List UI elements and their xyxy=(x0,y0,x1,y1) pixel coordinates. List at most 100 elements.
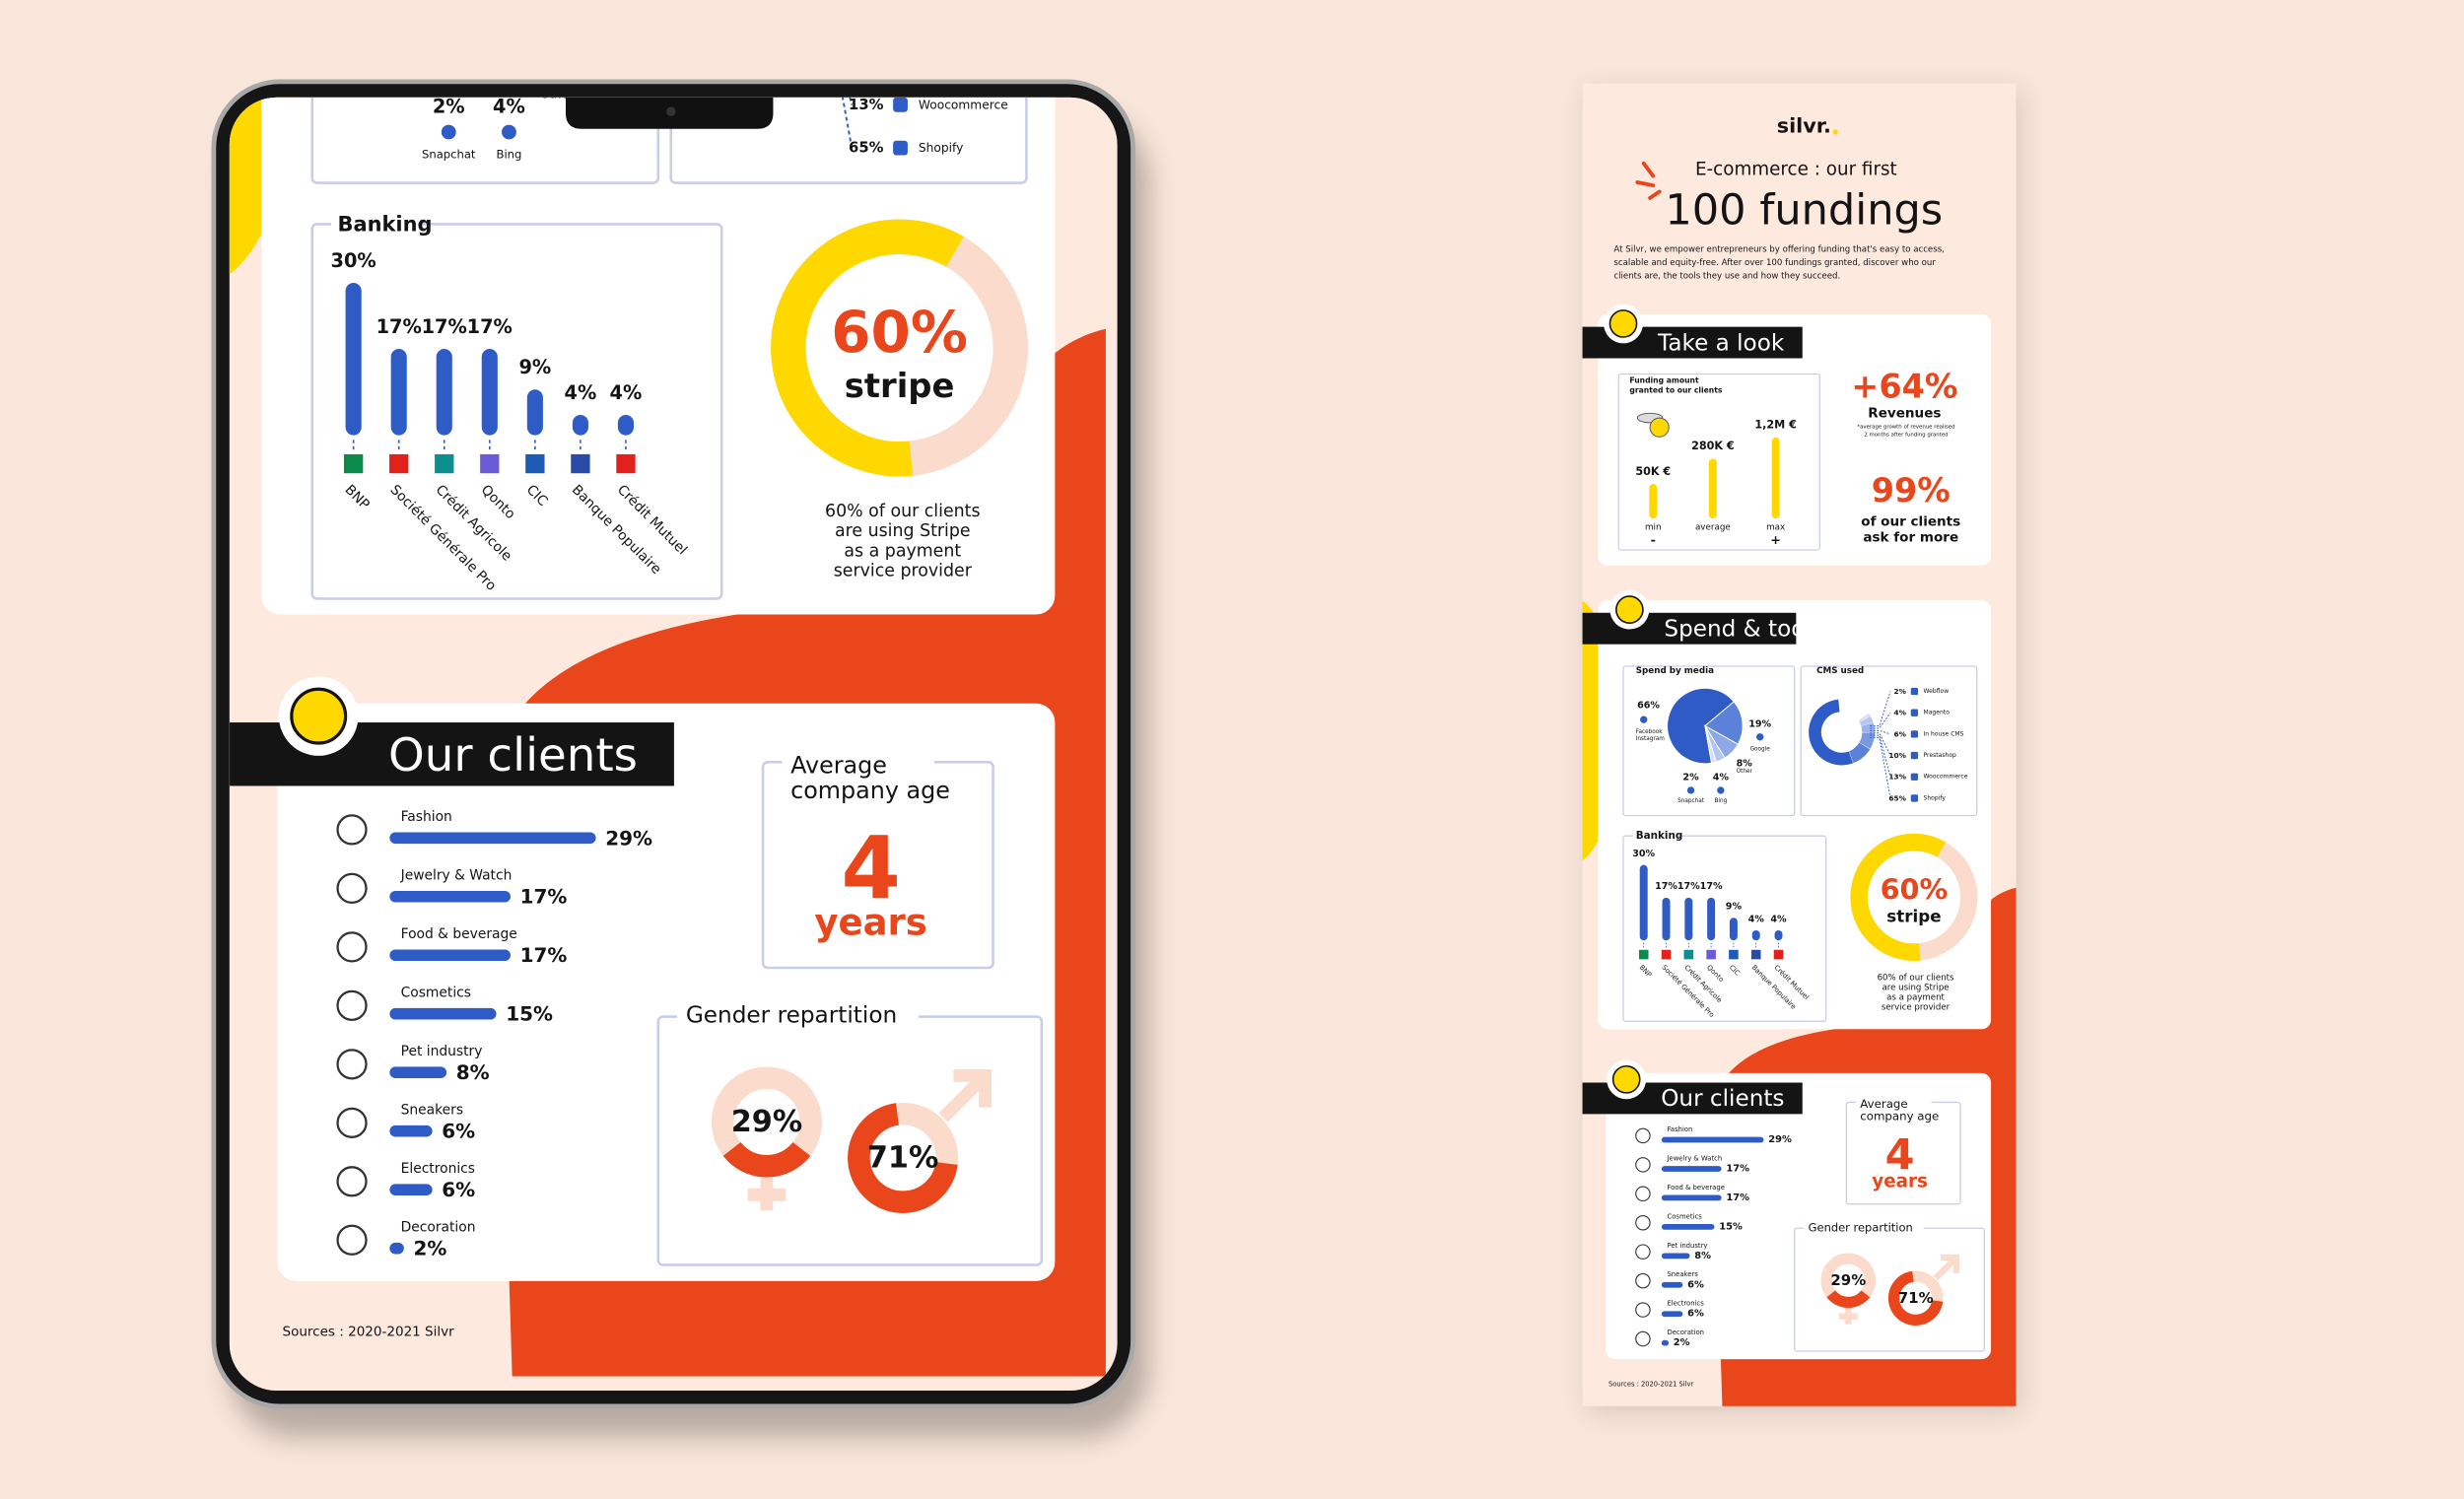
sparkle xyxy=(1641,161,1656,178)
cms-label: 10% xyxy=(1888,751,1906,760)
female-ring xyxy=(722,1141,811,1178)
cms-name: Shopify xyxy=(1924,794,1947,801)
sector-name: Sneakers xyxy=(401,1102,463,1118)
banking-bar xyxy=(526,389,543,436)
slice-name: Instagram xyxy=(1636,736,1666,742)
gender-title: Gender repartition xyxy=(1809,1220,1913,1234)
cms-icon xyxy=(1910,687,1919,696)
media-box xyxy=(1622,665,1796,817)
box-title: Spend by media xyxy=(1636,666,1714,676)
bank-logo xyxy=(389,453,409,474)
male-ring xyxy=(848,1103,958,1213)
brand-icon xyxy=(441,124,456,140)
banking-bar xyxy=(436,348,452,436)
bank-logo xyxy=(1661,949,1672,960)
kpi-note: 2 months after funding granted xyxy=(1864,433,1948,439)
brand-icon xyxy=(1717,786,1725,794)
sector-name: Electronics xyxy=(1667,1300,1704,1308)
male-label: 71% xyxy=(1898,1289,1934,1307)
stripe-caption: as a payment xyxy=(1886,993,1945,1003)
slice-name: Snapchat xyxy=(1677,798,1705,804)
sparkle xyxy=(1648,189,1662,200)
sector-icon xyxy=(1635,1272,1651,1289)
cms-label: 2% xyxy=(1894,687,1907,696)
sector-bar xyxy=(389,1242,404,1255)
banking-bar xyxy=(1707,897,1716,941)
sparkle xyxy=(1635,180,1656,188)
sector-name: Pet industry xyxy=(1667,1242,1707,1250)
sector-icon xyxy=(1635,1127,1651,1144)
age-title: Average xyxy=(1860,1097,1907,1111)
cms-ring xyxy=(1848,742,1871,764)
banking-bar xyxy=(390,348,407,436)
funding-bar xyxy=(1649,484,1658,519)
banking-label: 17% xyxy=(1677,881,1700,892)
sector-icon xyxy=(336,814,368,846)
sector-label: 15% xyxy=(506,1002,553,1026)
funding-box xyxy=(1617,373,1820,551)
bank-logo xyxy=(480,453,500,474)
cms-icon xyxy=(1910,751,1919,760)
cms-label: 13% xyxy=(849,97,884,113)
sources: Sources : 2020-2021 Silvr xyxy=(282,1324,454,1339)
sector-icon xyxy=(1635,1186,1651,1202)
slice-label: 4% xyxy=(1713,773,1730,784)
banking-label: 4% xyxy=(565,381,597,404)
banking-label: 30% xyxy=(1632,849,1655,859)
funding-bar xyxy=(1771,437,1780,519)
banking-bar xyxy=(617,414,635,436)
cms-icon xyxy=(1910,794,1919,802)
section-title: Our clients xyxy=(388,729,638,783)
female-ring xyxy=(1826,1290,1871,1308)
banking-bar xyxy=(345,282,362,436)
slice-label: 66% xyxy=(1637,700,1660,711)
cms-icon xyxy=(893,97,908,112)
intro-line: clients are, the tools they use and how … xyxy=(1613,272,1840,282)
banking-bar xyxy=(1729,918,1738,941)
bank-logo xyxy=(435,453,454,474)
bank-logo xyxy=(525,453,545,474)
sector-icon xyxy=(336,1107,368,1138)
stripe-caption: are using Stripe xyxy=(1882,984,1950,993)
slice-name: Other xyxy=(540,87,573,101)
sector-icon xyxy=(1635,1244,1651,1260)
sector-icon xyxy=(336,872,368,905)
sector-label: 15% xyxy=(1719,1221,1743,1232)
cms-name: Woocommerce xyxy=(1924,774,1968,781)
title-backdrop xyxy=(782,751,935,802)
cms-ring xyxy=(1861,722,1876,733)
male-symbol xyxy=(1933,1258,1956,1281)
box-title: CMS used xyxy=(1816,666,1864,676)
kpi-value: 99% xyxy=(1872,471,1951,510)
stripe-caption: 60% of our clients xyxy=(1878,973,1954,983)
sector-bar xyxy=(389,949,511,962)
sector-label: 2% xyxy=(413,1237,446,1261)
sector-label: 29% xyxy=(1768,1134,1792,1145)
stripe-value: 60% xyxy=(1881,872,1949,906)
box-title: Banking xyxy=(1636,830,1683,842)
banking-label: 9% xyxy=(518,356,551,378)
age-value: 4 xyxy=(841,818,901,919)
logo: silvr. xyxy=(1777,114,1831,138)
slice-label: 2% xyxy=(1682,773,1699,784)
cms-name: In house CMS xyxy=(1924,730,1964,737)
sector-label: 29% xyxy=(605,826,652,850)
male-label: 71% xyxy=(867,1140,938,1175)
bank-logo xyxy=(1683,949,1694,960)
sector-name: Decoration xyxy=(401,1219,476,1235)
kpi-note: *average growth of revenue realised xyxy=(1857,425,1954,431)
cms-icon xyxy=(1910,773,1919,781)
banking-label: 4% xyxy=(610,381,643,404)
stripe-ring xyxy=(1850,833,1947,961)
banking-label: 4% xyxy=(1770,914,1787,924)
sector-label: 17% xyxy=(520,885,568,909)
sector-bar xyxy=(389,1007,497,1020)
cms-leader xyxy=(1870,734,1891,778)
section-icon-fill xyxy=(290,687,348,745)
sector-name: Sneakers xyxy=(1667,1270,1698,1278)
take-a-look-card xyxy=(1598,313,1992,566)
cms-label: 65% xyxy=(1888,793,1906,802)
kicker: E-commerce : our first xyxy=(1695,160,1897,180)
funding-name: average xyxy=(1695,523,1731,533)
slice-name: Bing xyxy=(1714,798,1727,804)
